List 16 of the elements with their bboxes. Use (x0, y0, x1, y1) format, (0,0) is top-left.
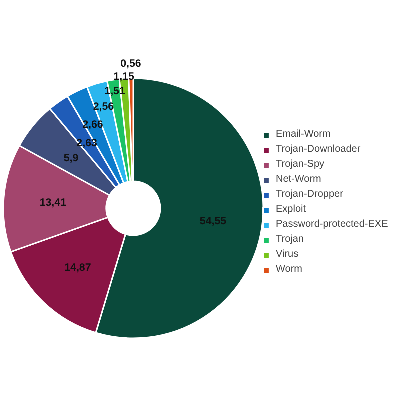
data-label: 5,9 (64, 152, 79, 164)
legend-label: Email-Worm (276, 129, 331, 140)
legend-label: Trojan-Downloader (276, 144, 361, 155)
data-label: 54,55 (200, 215, 227, 228)
data-label: 0,56 (120, 58, 142, 70)
legend-label: Virus (276, 249, 299, 260)
data-label: 14,87 (64, 262, 92, 274)
legend-label: Worm (276, 264, 302, 275)
legend-label: Net-Worm (276, 174, 322, 185)
data-label: 1,15 (114, 71, 134, 84)
data-label: 13,41 (40, 197, 67, 210)
legend-label: Password-protected-EXE (276, 219, 388, 230)
legend-label: Exploit (276, 204, 306, 215)
legend-label: Trojan-Dropper (276, 189, 344, 200)
legend-label: Trojan (276, 234, 304, 245)
legend-label: Trojan-Spy (276, 159, 325, 170)
